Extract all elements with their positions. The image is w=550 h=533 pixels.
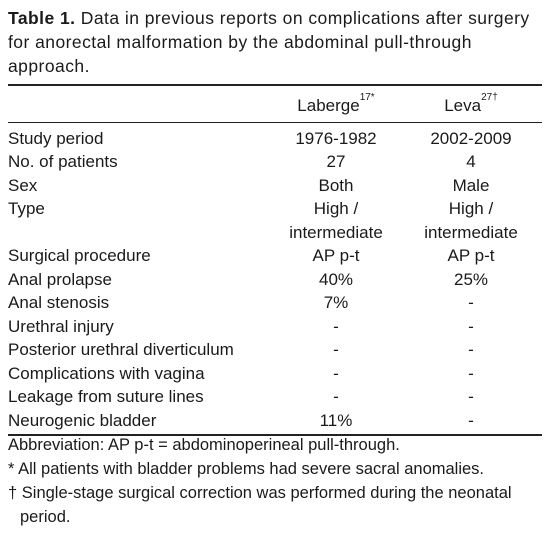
row-label: Surgical procedure bbox=[8, 246, 151, 265]
caption: Table 1. Data in previous reports on com… bbox=[8, 6, 540, 78]
table-row: Anal prolapse 40% 25% bbox=[8, 268, 542, 292]
table-cell: High / intermediate bbox=[424, 199, 518, 242]
table-cell: - bbox=[468, 316, 474, 336]
table-row: Urethral injury - - bbox=[8, 315, 542, 339]
row-label: Anal stenosis bbox=[8, 293, 110, 312]
row-label: Neurogenic bladder bbox=[8, 410, 157, 430]
table-row: Anal stenosis 7% - bbox=[8, 291, 542, 315]
header-cell: Leva27† bbox=[400, 85, 542, 122]
footnotes: Abbreviation: AP p-t = abdominoperineal … bbox=[8, 433, 542, 529]
caption-label: Table 1. bbox=[8, 8, 76, 28]
footnote-mark: † bbox=[8, 484, 18, 502]
table-cell: 27 bbox=[326, 152, 346, 171]
table-cell: - bbox=[333, 363, 339, 383]
table-cell: 11% bbox=[319, 410, 353, 430]
table-row: No. of patients 27 4 bbox=[8, 150, 542, 174]
header-cell: Laberge17* bbox=[272, 85, 400, 122]
row-label: Urethral injury bbox=[8, 316, 114, 336]
table-cell: 1976-1982 bbox=[295, 128, 377, 148]
table: Laberge17* Leva27† Study period 1976-1982 2… bbox=[8, 84, 542, 436]
table-cell: 2002-2009 bbox=[430, 128, 512, 148]
column-name: Leva bbox=[444, 96, 482, 115]
table-row: Posterior urethral diverticulum - - bbox=[8, 338, 542, 362]
table-row: Sex Both Male bbox=[8, 174, 542, 198]
table-cell: 4 bbox=[466, 152, 476, 171]
footnote-text: All patients with bladder problems had s… bbox=[18, 460, 485, 478]
column-reference: 17* bbox=[359, 92, 375, 103]
table-body: Study period 1976-1982 2002-2009 No. of pat… bbox=[8, 122, 542, 435]
row-label: Complications with vagina bbox=[8, 363, 205, 383]
row-label: Sex bbox=[8, 175, 38, 195]
caption-text: Data in previous reports on complication… bbox=[8, 8, 530, 76]
table-cell: 25% bbox=[453, 269, 489, 289]
table-cell: - bbox=[468, 340, 474, 359]
row-label: Leakage from suture lines bbox=[8, 387, 204, 406]
row-label: Anal prolapse bbox=[8, 269, 112, 289]
header-cell bbox=[8, 85, 272, 122]
table-row: Leakage from suture lines - - bbox=[8, 385, 542, 409]
table-cell: - bbox=[333, 316, 339, 336]
footnote: † Single-stage surgical correction was p… bbox=[8, 481, 542, 529]
table-row: Neurogenic bladder 11% - bbox=[8, 409, 542, 435]
table-cell: High / intermediate bbox=[289, 199, 383, 242]
table-cell: AP p-t bbox=[312, 246, 360, 265]
row-label: Study period bbox=[8, 128, 104, 148]
header-row: Laberge17* Leva27† bbox=[8, 85, 542, 122]
footnote: * All patients with bladder problems had… bbox=[8, 457, 542, 481]
row-label: Posterior urethral diverticulum bbox=[8, 340, 234, 359]
table-row: Study period 1976-1982 2002-2009 bbox=[8, 122, 542, 150]
table-cell: - bbox=[468, 387, 474, 406]
table-cell: Male bbox=[452, 175, 490, 195]
footnote: Abbreviation: AP p-t = abdominoperineal … bbox=[8, 433, 542, 457]
table-cell: Both bbox=[318, 175, 354, 195]
column-name: Laberge bbox=[297, 96, 360, 115]
table-cell: 7% bbox=[323, 293, 349, 312]
footnote-text: Single-stage surgical correction was per… bbox=[20, 484, 512, 526]
table-cell: - bbox=[333, 387, 339, 406]
column-reference: 27† bbox=[481, 92, 498, 103]
row-label: No. of patients bbox=[8, 152, 118, 171]
table-cell: AP p-t bbox=[447, 246, 495, 265]
table-row: Surgical procedure AP p-t AP p-t bbox=[8, 244, 542, 268]
table-cell: - bbox=[468, 363, 474, 383]
footnote-mark: * bbox=[8, 460, 15, 478]
table-cell: 40% bbox=[318, 269, 354, 289]
footnote-text: Abbreviation: AP p-t = abdominoperineal … bbox=[8, 436, 400, 454]
table-row: Type High / intermediate High / intermedia… bbox=[8, 197, 542, 244]
table-cell: - bbox=[333, 340, 339, 359]
table-row: Complications with vagina - - bbox=[8, 362, 542, 386]
table-cell: - bbox=[468, 293, 474, 312]
table-cell: - bbox=[468, 410, 474, 430]
row-label: Type bbox=[8, 199, 45, 218]
